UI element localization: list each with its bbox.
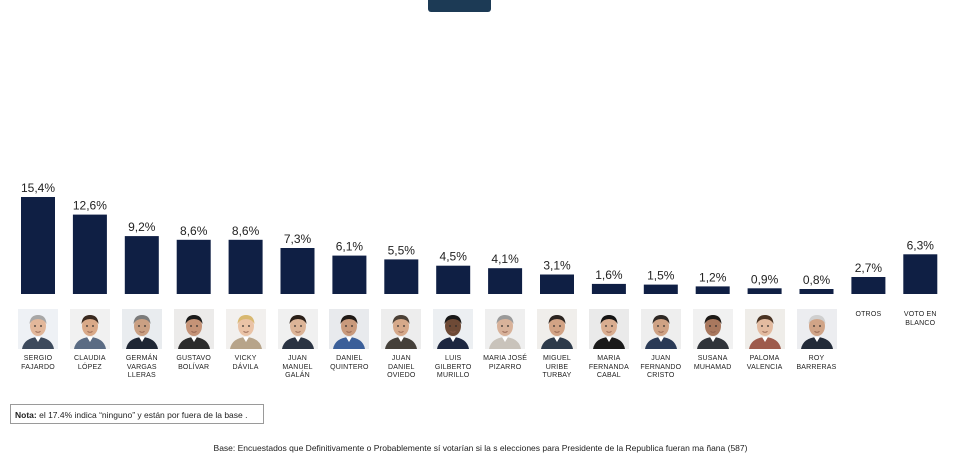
category-label: ROY BARRERAS: [796, 355, 837, 371]
data-label: 3,1%: [543, 259, 571, 273]
data-label: 8,6%: [232, 224, 260, 238]
candidate-portrait: [692, 309, 733, 349]
data-label: 4,5%: [440, 250, 468, 264]
category-label: SERGIO FAJARDO: [21, 355, 55, 371]
candidate-portrait: [485, 309, 526, 349]
candidate-portrait: [433, 309, 474, 349]
base-footnote: Base: Encuestados que Definitivamente o …: [213, 443, 748, 453]
bar: [176, 239, 211, 294]
data-label: 0,8%: [803, 273, 831, 287]
category-label: VOTO EN BLANCO: [903, 311, 937, 327]
data-label: 6,1%: [336, 240, 364, 254]
bar: [851, 277, 886, 294]
data-label: 9,2%: [128, 220, 156, 234]
bar: [228, 239, 263, 294]
category-label: LUIS GILBERTO MURILLO: [434, 355, 472, 380]
bar: [747, 288, 782, 294]
category-label: SUSANA MUHAMAD: [693, 355, 732, 371]
data-label: 12,6%: [73, 199, 107, 213]
top-tab-decoration: [428, 0, 491, 12]
bar: [124, 236, 159, 294]
bar: [280, 248, 315, 294]
data-label: 2,7%: [855, 261, 883, 275]
data-label: 7,3%: [284, 232, 312, 246]
category-label: GUSTAVO BOLÍVAR: [176, 355, 211, 371]
category-label: DANIEL QUINTERO: [330, 355, 369, 371]
category-label: MARIA FERNANDA CABAL: [588, 355, 629, 380]
data-label: 15,4%: [21, 181, 55, 195]
bar: [799, 289, 834, 294]
bar: [488, 268, 523, 294]
data-label: 5,5%: [388, 243, 416, 257]
candidate-portrait: [18, 309, 58, 349]
candidate-portrait: [121, 309, 162, 349]
candidate-portrait: [588, 309, 629, 349]
note-box: Nota: el 17.4% indica “ninguno” y están …: [10, 404, 264, 424]
note-text: el 17.4% indica “ninguno” y están por fu…: [36, 410, 248, 420]
candidate-portrait: [173, 309, 214, 349]
bar: [540, 274, 574, 294]
candidate-portrait: [225, 309, 266, 349]
candidate-portrait: [277, 309, 318, 349]
bar-chart: 15,4% 12,6% 9,2% 8,6% 8,6% 7,3% 6,1% 5,5% 4,5% 4,…: [21, 181, 938, 294]
candidate-portrait: [640, 309, 681, 349]
bar: [695, 286, 730, 294]
category-label: VICKY DÁVILA: [232, 355, 259, 371]
category-label: PALOMA VALENCIA: [746, 355, 783, 371]
bar: [332, 255, 367, 294]
candidate-portrait: [796, 309, 837, 349]
data-label: 8,6%: [180, 224, 208, 238]
data-label: 1,6%: [595, 268, 623, 282]
data-label: 1,5%: [647, 269, 675, 283]
candidate-portrait: [69, 309, 110, 349]
data-label: 0,9%: [751, 272, 779, 286]
category-label: CLAUDIA LÓPEZ: [74, 355, 106, 371]
data-label: 1,2%: [699, 270, 727, 284]
category-label: JUAN FERNANDO CRISTO: [640, 355, 682, 380]
candidate-portrait: [537, 309, 577, 349]
bar: [21, 197, 55, 294]
bar: [643, 284, 678, 294]
bar: [903, 254, 938, 294]
note-bold: Nota:: [15, 410, 37, 420]
candidate-portrait: [744, 309, 785, 349]
bar: [436, 265, 471, 294]
category-label: GERMÁN VARGAS LLERAS: [125, 355, 158, 380]
category-label: JUAN DANIEL OVIEDO: [387, 355, 416, 380]
bar: [384, 259, 419, 294]
category-label: OTROS: [855, 311, 882, 318]
data-label: 4,1%: [491, 252, 519, 266]
category-label: JUAN MANUEL GALÁN: [282, 355, 313, 380]
category-label: MARIA JOSÉ PIZARRO: [483, 355, 528, 371]
candidate-portrait: [329, 309, 370, 349]
category-label: MIGUEL URIBE TURBAY: [542, 355, 572, 380]
data-label: 6,3%: [907, 238, 935, 252]
bar: [591, 283, 626, 294]
candidate-portrait: [381, 309, 422, 349]
bar: [72, 214, 107, 294]
